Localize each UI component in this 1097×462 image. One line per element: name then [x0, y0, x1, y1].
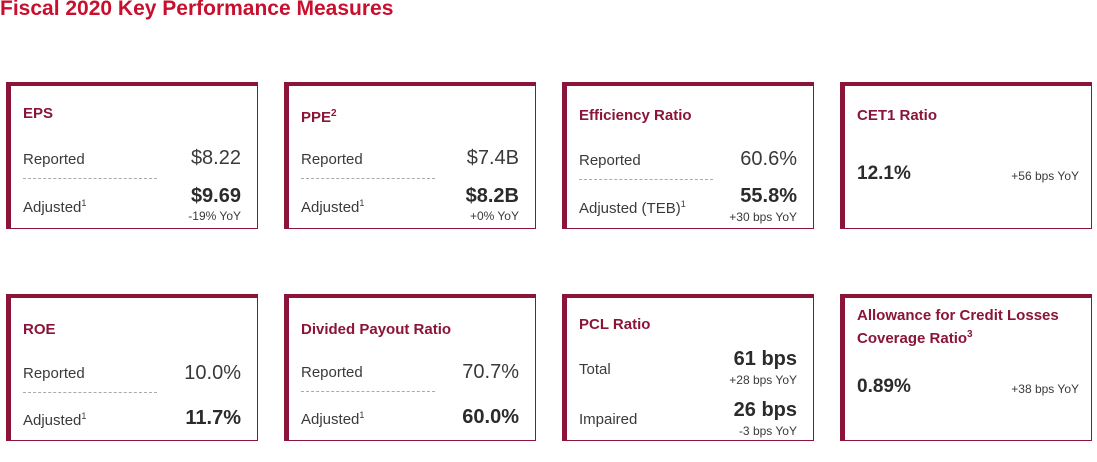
reported-value: 60.6%: [740, 148, 797, 170]
card-title: EPS: [23, 105, 54, 122]
row-divider: [579, 179, 713, 180]
allowance-change: +38 bps YoY: [1011, 382, 1079, 396]
payout-card: Divided Payout Ratio Reported 70.7% Adju…: [284, 294, 536, 441]
adjusted-value: $9.69: [190, 185, 241, 207]
reported-value: $8.22: [190, 147, 241, 169]
pcl-card: PCL Ratio Total 61 bps +28 bps YoY Impai…: [562, 294, 814, 441]
adjusted-value: 60.0%: [462, 406, 519, 428]
allowance-card: Allowance for Credit Losses Coverage Rati…: [840, 294, 1092, 441]
impaired-value: 26 bps: [733, 399, 797, 421]
row-divider: [23, 178, 157, 179]
reported-label: Reported: [301, 364, 363, 381]
card-title: Allowance for Credit Losses Coverage Rati…: [857, 307, 1059, 347]
adjusted-label: Adjusted (TEB)1: [579, 199, 686, 217]
row-divider: [301, 391, 435, 392]
eps-card: EPS Reported $8.22 Adjusted1 $9.69 -19% …: [6, 82, 258, 229]
reported-value: 70.7%: [462, 361, 519, 383]
card-title: Efficiency Ratio: [579, 107, 692, 124]
reported-value: 10.0%: [184, 362, 241, 384]
adjusted-value: 55.8%: [740, 185, 797, 207]
impaired-change: -3 bps YoY: [738, 424, 797, 438]
adjusted-label: Adjusted1: [301, 410, 365, 428]
impaired-label: Impaired: [579, 411, 638, 428]
total-value: 61 bps: [733, 348, 797, 370]
reported-label: Reported: [23, 365, 85, 382]
row-divider: [301, 178, 435, 179]
adjusted-label: Adjusted1: [301, 198, 365, 216]
row-divider: [23, 392, 157, 393]
adjusted-change: +0% YoY: [469, 209, 519, 223]
allowance-value: 0.89%: [857, 376, 911, 397]
reported-label: Reported: [579, 152, 641, 169]
card-title: PPE2: [301, 108, 337, 126]
card-title: CET1 Ratio: [857, 107, 938, 124]
adjusted-label: Adjusted1: [23, 411, 87, 429]
cet1-value: 12.1%: [857, 163, 911, 184]
adjusted-change: +30 bps YoY: [729, 210, 797, 224]
card-title: ROE: [23, 321, 56, 338]
card-title: Divided Payout Ratio: [301, 321, 452, 338]
efficiency-card: Efficiency Ratio Reported 60.6% Adjusted…: [562, 82, 814, 229]
reported-label: Reported: [23, 151, 85, 168]
reported-label: Reported: [301, 151, 363, 168]
adjusted-label: Adjusted1: [23, 198, 87, 216]
ppe-card: PPE2 Reported $7.4B Adjusted1 $8.2B +0% …: [284, 82, 536, 229]
cet1-card: CET1 Ratio 12.1% +56 bps YoY: [840, 82, 1092, 229]
reported-value: $7.4B: [466, 147, 519, 169]
roe-card: ROE Reported 10.0% Adjusted1 11.7%: [6, 294, 258, 441]
cet1-change: +56 bps YoY: [1011, 169, 1079, 183]
adjusted-value: 11.7%: [185, 407, 241, 429]
total-label: Total: [579, 361, 611, 378]
total-change: +28 bps YoY: [729, 373, 797, 387]
adjusted-value: $8.2B: [465, 185, 519, 207]
adjusted-change: -19% YoY: [188, 209, 241, 223]
page-title: Fiscal 2020 Key Performance Measures: [0, 0, 394, 20]
card-title: PCL Ratio: [579, 316, 651, 333]
